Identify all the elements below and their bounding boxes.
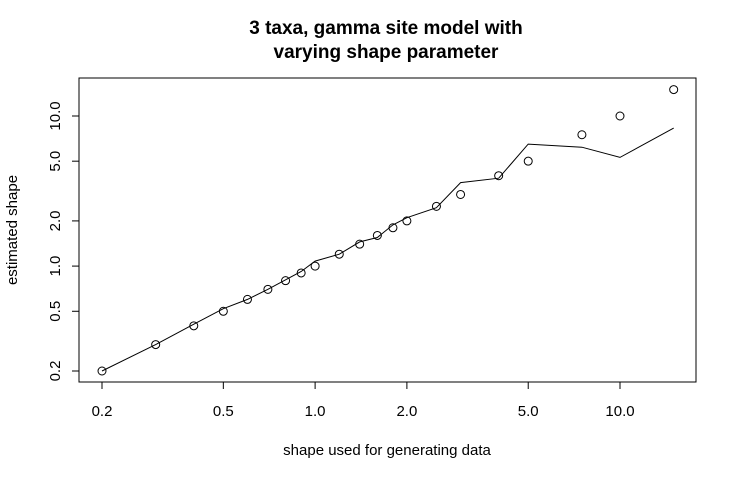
data-point [372, 230, 382, 240]
data-point [402, 216, 412, 226]
chart-title: 3 taxa, gamma site model with varying sha… [249, 18, 522, 63]
data-point [456, 189, 466, 199]
data-point [577, 130, 587, 140]
x-tick-label: 1.0 [305, 403, 326, 420]
y-tick-label: 0.2 [47, 361, 64, 382]
data-point [218, 306, 228, 316]
y-tick-label: 2.0 [47, 210, 64, 231]
x-tick-label: 0.5 [213, 403, 234, 420]
data-point [97, 366, 107, 376]
x-axis: 0.2 0.5 1.0 2.0 5.0 10.0 [92, 381, 635, 420]
data-point [669, 85, 679, 95]
data-point [296, 268, 306, 278]
x-tick-label: 0.2 [92, 403, 113, 420]
x-tick-label: 2.0 [396, 403, 417, 420]
x-axis-label: shape used for generating data [283, 442, 491, 459]
y-axis-label: estimated shape [4, 175, 21, 285]
series-points [97, 85, 679, 376]
data-point [189, 321, 199, 331]
series-line [101, 127, 674, 372]
data-point [281, 276, 291, 286]
data-point [494, 171, 504, 181]
y-tick-label: 10.0 [47, 101, 64, 130]
chart-title-line: varying shape parameter [274, 42, 500, 63]
y-tick-label: 5.0 [47, 151, 64, 172]
x-tick-label: 10.0 [605, 403, 634, 420]
data-point [523, 156, 533, 166]
data-point [263, 284, 273, 294]
chart-title-line: 3 taxa, gamma site model with [249, 18, 522, 39]
data-point [431, 201, 441, 211]
data-point [310, 261, 320, 271]
fitted-line [101, 127, 674, 372]
data-point [355, 239, 365, 249]
y-tick-label: 0.5 [47, 301, 64, 322]
data-point [242, 294, 252, 304]
data-point [388, 223, 398, 233]
data-point [615, 111, 625, 121]
y-tick-label: 1.0 [47, 256, 64, 277]
y-axis: 0.2 0.5 1.0 2.0 5.0 10.0 [47, 101, 80, 382]
data-point [151, 340, 161, 350]
data-point [334, 249, 344, 259]
x-tick-label: 5.0 [518, 403, 539, 420]
